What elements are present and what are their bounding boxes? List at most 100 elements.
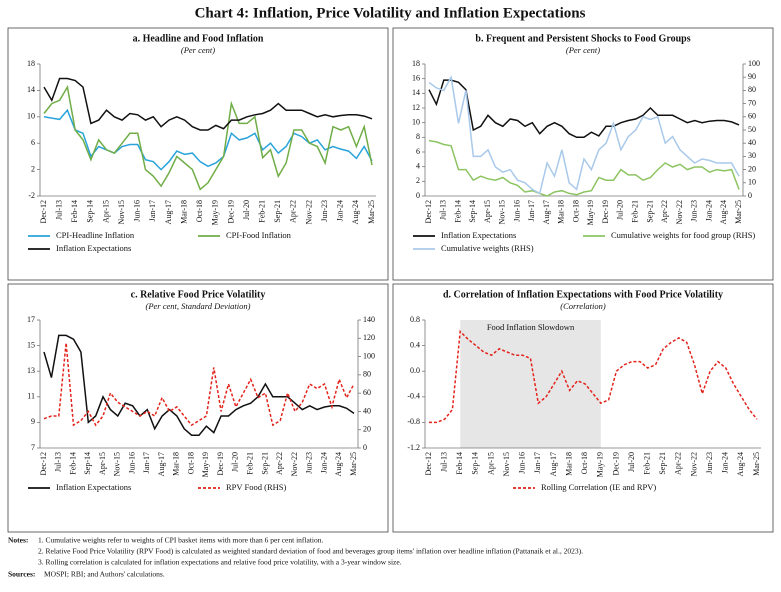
x-tick-label: Aug-24 <box>334 452 343 476</box>
y-tick-label: 7 <box>31 443 35 452</box>
y-tick-label: 0 <box>416 191 420 200</box>
x-tick-label: Apr-22 <box>674 452 683 475</box>
x-tick-label: Nov-22 <box>290 452 299 476</box>
y-tick-label: -0.4 <box>407 392 420 401</box>
x-tick-label: Mar-25 <box>734 200 743 224</box>
x-tick-label: Sep-21 <box>645 200 654 223</box>
y-tick-label: 4 <box>416 161 420 170</box>
y-tick-label: 0.0 <box>410 366 420 375</box>
x-tick-label: Nov-22 <box>304 200 313 224</box>
x-tick-label: Mar-18 <box>172 452 181 476</box>
panel-frame <box>392 27 774 281</box>
panel-title: d. Correlation of Inflation Expectations… <box>443 289 723 300</box>
note: 1. Cumulative weights refer to weights o… <box>38 536 323 545</box>
x-tick-label: Jul-20 <box>627 452 636 472</box>
y2-tick-label: 40 <box>363 406 371 415</box>
y2-tick-label: 60 <box>363 388 371 397</box>
note: 2. Relative Food Price Volatility (RPV F… <box>38 547 583 556</box>
x-tick-label: Dec-19 <box>216 452 225 476</box>
panel-title: c. Relative Food Price Volatility <box>131 289 266 300</box>
y2-tick-label: 80 <box>748 85 756 94</box>
x-tick-label: May-19 <box>211 200 220 225</box>
x-tick-label: Apr-22 <box>289 200 298 223</box>
x-tick-label: Jun-23 <box>705 452 714 474</box>
x-tick-label: Apr-15 <box>483 200 492 223</box>
x-tick-label: Nov-15 <box>117 200 126 224</box>
y2-tick-label: 100 <box>363 351 375 360</box>
x-tick-label: Oct-18 <box>571 200 580 222</box>
x-tick-label: Nov-22 <box>675 200 684 224</box>
x-tick-label: May-19 <box>586 200 595 225</box>
x-tick-label: Apr-15 <box>98 452 107 475</box>
x-tick-label: Mar-18 <box>564 452 573 476</box>
x-tick-label: Jan-24 <box>721 452 730 473</box>
x-tick-label: Dec-12 <box>39 452 48 476</box>
x-tick-label: Jun-23 <box>305 452 314 474</box>
x-tick-label: Oct-18 <box>186 452 195 474</box>
sources-label: Sources: <box>8 570 35 579</box>
y-tick-label: -0.8 <box>407 417 420 426</box>
shade-label: Food Inflation Slowdown <box>487 322 575 332</box>
x-tick-label: Jun-16 <box>512 200 521 222</box>
x-tick-label: Aug-17 <box>157 452 166 476</box>
x-tick-label: Mar-25 <box>367 200 376 224</box>
x-tick-label: Sep-14 <box>468 200 477 223</box>
notes-label: Notes: <box>8 536 28 545</box>
x-tick-label: Dec-12 <box>424 452 433 476</box>
y-tick-label: 18 <box>412 59 420 68</box>
x-tick-label: Oct-18 <box>580 452 589 474</box>
x-tick-label: Jun-16 <box>518 452 527 474</box>
x-tick-label: Nov-22 <box>689 452 698 476</box>
y-tick-label: 8 <box>416 132 420 141</box>
x-tick-label: Jan-24 <box>336 200 345 221</box>
x-tick-label: Jul-13 <box>54 200 63 220</box>
y-tick-label: 0.4 <box>410 340 420 349</box>
y-tick-label: 14 <box>27 85 35 94</box>
x-tick-label: Aug-24 <box>736 452 745 476</box>
x-tick-label: Jan-17 <box>527 200 536 221</box>
x-tick-label: Mar-18 <box>557 200 566 224</box>
y-tick-label: 10 <box>412 117 420 126</box>
series-line <box>43 334 355 436</box>
x-tick-label: Apr-15 <box>486 452 495 475</box>
x-tick-label: Jun-23 <box>690 200 699 222</box>
x-tick-label: Jul-13 <box>439 452 448 472</box>
y2-tick-label: 90 <box>748 72 756 81</box>
x-tick-label: Jun-16 <box>127 452 136 474</box>
x-tick-label: Apr-15 <box>101 200 110 223</box>
y-tick-label: 14 <box>412 88 420 97</box>
y2-tick-label: 30 <box>748 151 756 160</box>
y-tick-label: 16 <box>412 73 420 82</box>
y-tick-label: 15 <box>27 340 35 349</box>
x-tick-label: Jan-24 <box>319 452 328 473</box>
y2-tick-label: 20 <box>748 164 756 173</box>
x-tick-label: Oct-18 <box>195 200 204 222</box>
x-tick-label: Sep-21 <box>273 200 282 223</box>
x-tick-label: Nov-15 <box>113 452 122 476</box>
y2-tick-label: 70 <box>748 98 756 107</box>
x-tick-label: Aug-17 <box>164 200 173 224</box>
x-tick-label: Aug-24 <box>719 200 728 224</box>
y-tick-label: 2 <box>416 176 420 185</box>
series-line <box>43 342 355 427</box>
x-tick-label: Sep-14 <box>83 452 92 475</box>
y-tick-label: -2 <box>28 191 35 200</box>
y-tick-label: 2 <box>31 164 35 173</box>
x-tick-label: Feb-21 <box>630 200 639 223</box>
x-tick-label: Dec-19 <box>601 200 610 224</box>
x-tick-label: Jan-17 <box>533 452 542 473</box>
x-tick-label: Dec-12 <box>424 200 433 224</box>
x-tick-label: Feb-21 <box>257 200 266 223</box>
x-tick-label: May-19 <box>596 452 605 477</box>
legend-label: Rolling Correlation (IE and RPV) <box>541 482 656 492</box>
panel-frame <box>392 283 774 533</box>
series-line <box>43 77 373 131</box>
x-tick-label: Nov-15 <box>502 452 511 476</box>
x-tick-label: Jun-16 <box>133 200 142 222</box>
x-tick-label: May-19 <box>201 452 210 477</box>
series-line <box>428 74 740 195</box>
x-tick-label: Jul-20 <box>242 200 251 220</box>
y-tick-label: 11 <box>27 392 35 401</box>
y-tick-label: 9 <box>31 417 35 426</box>
